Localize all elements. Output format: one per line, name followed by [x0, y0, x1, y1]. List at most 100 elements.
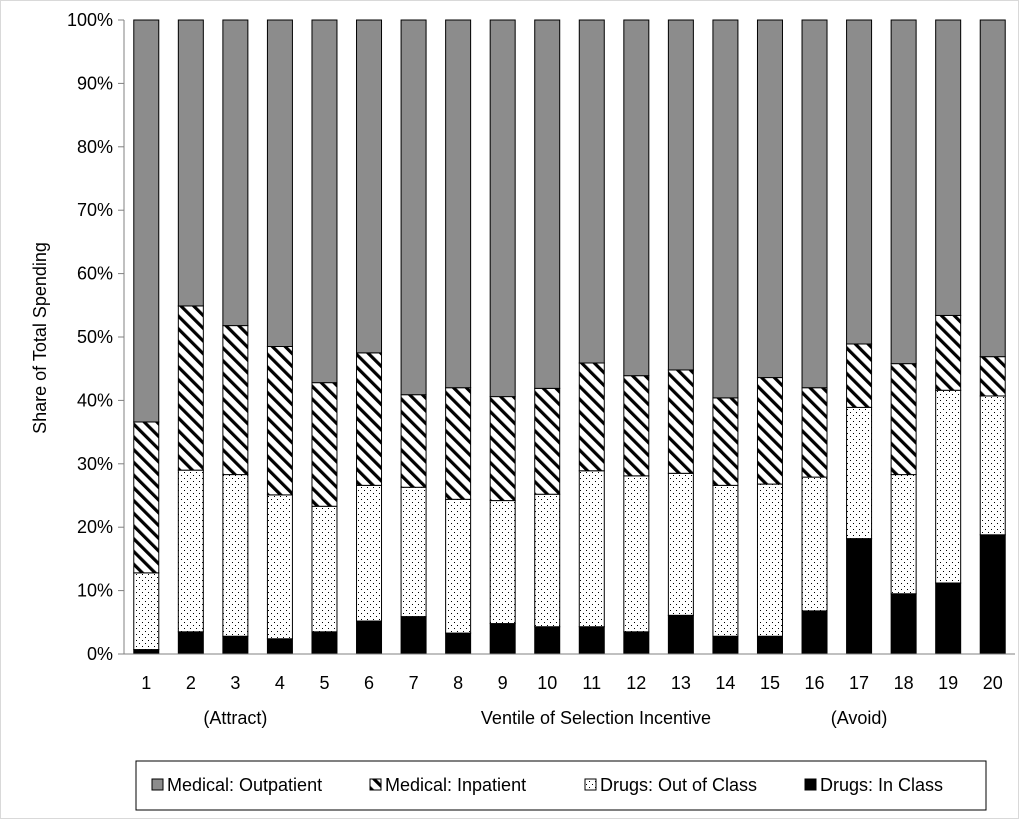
legend-label-drugs-in-class: Drugs: In Class	[820, 775, 943, 795]
bar-8-medical-inpatient	[445, 387, 472, 500]
y-tick-label: 100%	[67, 10, 113, 30]
bar-11-medical-outpatient	[578, 19, 605, 364]
x-tick-label: 1	[141, 673, 151, 693]
bar-16-drugs-in-class	[801, 610, 828, 655]
bar-17-drugs-in-class	[846, 538, 873, 655]
bar-18-drugs-out-of-class	[890, 474, 917, 595]
bar-13-drugs-out-of-class	[667, 472, 694, 616]
bar-18-medical-outpatient	[890, 19, 917, 365]
bar-11-medical-inpatient	[578, 362, 605, 472]
legend-label-medical-outpatient: Medical: Outpatient	[167, 775, 322, 795]
bar-18-medical-inpatient	[890, 363, 917, 476]
bar-14-drugs-in-class	[712, 635, 739, 655]
bar-2-drugs-out-of-class	[177, 469, 204, 633]
legend-swatch-drugs-in-class	[804, 778, 817, 791]
y-tick-label: 60%	[77, 264, 113, 284]
bar-8-drugs-out-of-class	[445, 498, 472, 634]
bar-6-drugs-in-class	[356, 620, 383, 655]
bars	[133, 19, 1006, 655]
bar-10-drugs-in-class	[534, 626, 561, 655]
bar-17-drugs-out-of-class	[846, 406, 873, 540]
y-tick-label: 40%	[77, 390, 113, 410]
legend-swatch-medical-inpatient	[369, 778, 382, 791]
bar-13-drugs-in-class	[667, 614, 694, 655]
x-tick-label: 12	[626, 673, 646, 693]
y-tick-label: 0%	[87, 644, 113, 664]
x-tick-label: 4	[275, 673, 285, 693]
bar-15-drugs-out-of-class	[756, 483, 783, 637]
bar-11-drugs-in-class	[578, 626, 605, 655]
bar-12-medical-outpatient	[623, 19, 650, 377]
bar-20-drugs-in-class	[979, 534, 1006, 655]
bar-17-medical-outpatient	[846, 19, 873, 345]
bar-10-medical-inpatient	[534, 387, 561, 495]
bar-20-drugs-out-of-class	[979, 395, 1006, 536]
x-tick-label: 10	[537, 673, 557, 693]
bar-5-medical-outpatient	[311, 19, 338, 384]
y-tick-label: 90%	[77, 73, 113, 93]
bar-7-medical-outpatient	[400, 19, 427, 396]
bar-19-drugs-out-of-class	[935, 389, 962, 584]
bar-4-medical-outpatient	[266, 19, 293, 348]
bar-7-drugs-out-of-class	[400, 486, 427, 618]
y-tick-label: 30%	[77, 454, 113, 474]
y-tick-label: 80%	[77, 137, 113, 157]
x-axis: 1 2 3 4 5 6 7 8 9 10 11 12 13 14 15 16 17 18 19 20(Attract)…	[124, 653, 1015, 728]
bar-4-drugs-in-class	[266, 638, 293, 655]
x-axis-label: Ventile of Selection Incentive	[481, 708, 711, 728]
bar-19-drugs-in-class	[935, 582, 962, 655]
x-annotation-attract: (Attract)	[203, 708, 267, 728]
bar-12-medical-inpatient	[623, 375, 650, 477]
x-tick-label: 13	[671, 673, 691, 693]
bar-6-medical-outpatient	[356, 19, 383, 354]
x-tick-label: 17	[849, 673, 869, 693]
bar-14-medical-outpatient	[712, 19, 739, 399]
bar-3-medical-inpatient	[222, 325, 249, 476]
bar-4-drugs-out-of-class	[266, 494, 293, 640]
bar-10-medical-outpatient	[534, 19, 561, 389]
bar-14-drugs-out-of-class	[712, 484, 739, 637]
bar-2-medical-inpatient	[177, 305, 204, 471]
bar-15-medical-outpatient	[756, 19, 783, 379]
x-tick-label: 16	[805, 673, 825, 693]
legend-label-drugs-out-of-class: Drugs: Out of Class	[600, 775, 757, 795]
y-tick-label: 10%	[77, 581, 113, 601]
bar-20-medical-inpatient	[979, 356, 1006, 397]
bar-10-drugs-out-of-class	[534, 493, 561, 628]
legend-label-medical-inpatient: Medical: Inpatient	[385, 775, 526, 795]
bar-2-drugs-in-class	[177, 631, 204, 655]
bar-11-drugs-out-of-class	[578, 470, 605, 628]
bar-3-medical-outpatient	[222, 19, 249, 327]
y-tick-label: 50%	[77, 327, 113, 347]
bar-7-drugs-in-class	[400, 616, 427, 655]
bar-6-drugs-out-of-class	[356, 484, 383, 622]
bar-8-drugs-in-class	[445, 632, 472, 655]
x-tick-label: 6	[364, 673, 374, 693]
bar-7-medical-inpatient	[400, 394, 427, 488]
bar-13-medical-inpatient	[667, 369, 694, 474]
bar-1-medical-outpatient	[133, 19, 160, 423]
bar-3-drugs-out-of-class	[222, 474, 249, 637]
bar-5-drugs-in-class	[311, 631, 338, 655]
legend-box	[135, 760, 987, 811]
bar-9-drugs-in-class	[489, 623, 516, 655]
bar-18-drugs-in-class	[890, 593, 917, 655]
x-tick-label: 7	[409, 673, 419, 693]
bar-16-medical-outpatient	[801, 19, 828, 389]
legend-swatch-drugs-out-of-class	[584, 778, 597, 791]
x-tick-label: 18	[894, 673, 914, 693]
y-axis: 0% 10% 20% 30% 40% 50% 60% 70% 80% 90% 100%	[67, 10, 125, 664]
bar-12-drugs-in-class	[623, 631, 650, 655]
x-tick-label: 20	[983, 673, 1003, 693]
bar-4-medical-inpatient	[266, 346, 293, 496]
bar-14-medical-inpatient	[712, 397, 739, 486]
bar-9-medical-outpatient	[489, 19, 516, 398]
bar-8-medical-outpatient	[445, 19, 472, 389]
y-tick-label: 70%	[77, 200, 113, 220]
x-tick-label: 14	[715, 673, 735, 693]
bar-19-medical-outpatient	[935, 19, 962, 316]
bar-15-drugs-in-class	[756, 635, 783, 655]
x-tick-label: 11	[582, 673, 601, 693]
x-tick-label: 5	[319, 673, 329, 693]
